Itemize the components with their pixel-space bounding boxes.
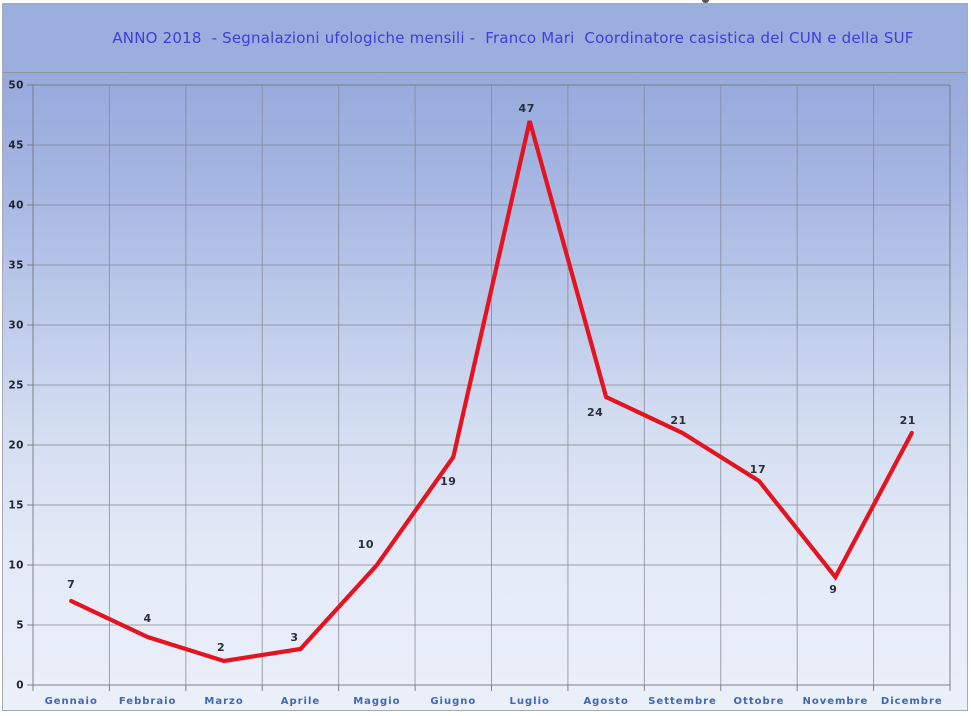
data-label: 24 xyxy=(587,406,603,419)
data-label: 19 xyxy=(440,475,456,488)
x-tick-label: Dicembre xyxy=(881,696,943,707)
y-tick-label: 40 xyxy=(8,200,24,212)
chart-title-bar: ANNO 2018 - Segnalazioni ufologiche mens… xyxy=(3,4,967,73)
y-tick-label: 0 xyxy=(16,680,24,692)
y-tick-label: 35 xyxy=(8,260,24,272)
data-label: 47 xyxy=(519,102,535,115)
y-tick-label: 5 xyxy=(16,620,24,632)
x-tick-label: Settembre xyxy=(648,696,717,707)
cropped-text-artifact xyxy=(702,0,709,3)
y-tick-label: 15 xyxy=(8,500,24,512)
x-tick-label: Novembre xyxy=(802,696,868,707)
x-tick-label: Ottobre xyxy=(734,696,785,707)
y-tick-label: 45 xyxy=(8,140,24,152)
y-tick-label: 25 xyxy=(8,380,24,392)
x-tick-label: Giugno xyxy=(430,696,476,707)
data-label: 7 xyxy=(67,578,75,591)
x-tick-label: Maggio xyxy=(353,696,400,707)
y-tick-label: 10 xyxy=(8,560,24,572)
data-label: 21 xyxy=(670,414,686,427)
y-tick-label: 20 xyxy=(8,440,24,452)
data-label: 3 xyxy=(290,631,298,644)
x-tick-label: Aprile xyxy=(281,696,320,707)
series-line xyxy=(69,120,914,664)
x-tick-label: Luglio xyxy=(510,696,550,707)
y-tick-label: 30 xyxy=(8,320,24,332)
x-tick-label: Agosto xyxy=(583,696,628,707)
data-label: 2 xyxy=(217,641,225,654)
x-tick-label: Febbraio xyxy=(119,696,177,707)
data-label: 17 xyxy=(750,463,766,476)
data-label: 9 xyxy=(829,583,837,596)
plot-region: 0 5 10 15 20 25 30 35 40 45 50 Gennaio Febbraio Marzo… xyxy=(3,73,967,710)
chart-window: ANNO 2018 - Segnalazioni ufologiche mens… xyxy=(2,3,968,711)
x-tick-label: Gennaio xyxy=(45,696,98,707)
data-label: 10 xyxy=(358,538,374,551)
chart-title: ANNO 2018 - Segnalazioni ufologiche mens… xyxy=(112,29,914,47)
data-label: 4 xyxy=(144,612,152,625)
x-tick-label: Marzo xyxy=(204,696,243,707)
line-chart-canvas: 0 5 10 15 20 25 30 35 40 45 50 Gennaio Febbraio Marzo… xyxy=(8,80,951,707)
y-tick-label: 50 xyxy=(8,80,24,92)
data-label: 21 xyxy=(900,414,916,427)
